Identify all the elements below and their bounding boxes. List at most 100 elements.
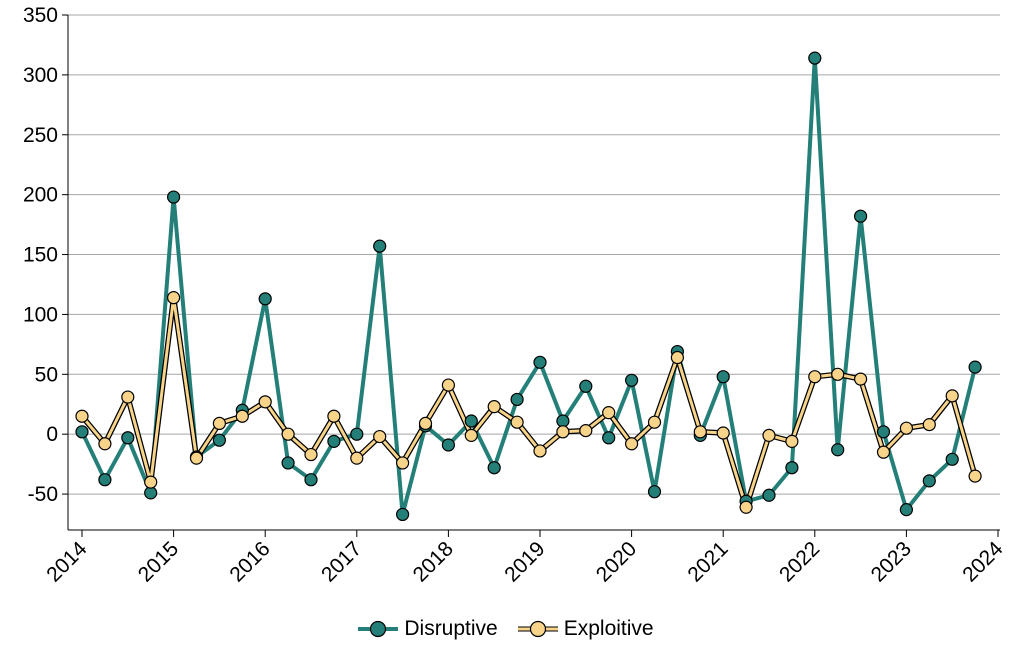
data-point-disruptive	[281, 456, 295, 470]
data-point-exploitive	[762, 428, 776, 442]
data-point-disruptive	[762, 488, 776, 502]
data-point-disruptive	[533, 355, 547, 369]
data-point-exploitive	[647, 415, 662, 429]
legend-label-disruptive: Disruptive	[404, 617, 498, 640]
data-point-disruptive	[647, 485, 662, 499]
data-point-exploitive	[533, 444, 547, 458]
legend: Disruptive Exploitive	[0, 617, 1012, 641]
data-point-exploitive	[121, 390, 135, 404]
x-tick-label: 2023	[867, 537, 916, 586]
data-point-disruptive	[441, 438, 455, 452]
series-points	[75, 51, 982, 522]
data-point-exploitive	[624, 437, 639, 451]
series-line-disruptive	[80, 56, 978, 517]
data-point-exploitive	[281, 427, 295, 441]
data-point-disruptive	[716, 370, 730, 384]
data-point-disruptive	[327, 434, 341, 448]
y-axis-ticks: -50 0 50 100 150 200 250 300 350	[23, 4, 68, 506]
data-point-disruptive	[167, 190, 181, 204]
data-point-disruptive	[75, 425, 89, 439]
data-point-exploitive	[144, 475, 158, 489]
data-point-exploitive	[899, 421, 914, 435]
data-point-disruptive	[602, 431, 616, 445]
y-tick-label: 200	[23, 184, 58, 207]
data-point-exploitive	[693, 425, 707, 439]
x-tick-label: 2024	[958, 537, 1008, 587]
x-tick-label: 2022	[775, 537, 824, 586]
y-tick-label: 250	[23, 124, 58, 147]
x-tick-label: 2020	[592, 537, 641, 586]
data-point-exploitive	[602, 406, 616, 420]
data-point-exploitive	[968, 469, 982, 483]
data-point-disruptive	[808, 51, 822, 65]
data-point-exploitive	[670, 350, 685, 365]
data-point-exploitive	[441, 378, 455, 392]
data-point-disruptive	[579, 379, 593, 393]
legend-item-disruptive: Disruptive	[358, 617, 498, 641]
data-point-exploitive	[418, 416, 433, 431]
data-point-disruptive	[464, 414, 478, 428]
x-tick-label: 2016	[225, 537, 274, 586]
y-tick-label: 350	[23, 4, 58, 27]
data-point-disruptive	[876, 425, 891, 439]
y-tick-label: 150	[23, 244, 58, 267]
y-tick-label: 0	[46, 423, 58, 446]
data-point-exploitive	[716, 426, 730, 440]
data-point-exploitive	[258, 395, 272, 409]
x-tick-label: 2017	[317, 537, 366, 586]
data-point-disruptive	[945, 452, 959, 466]
legend-swatch-disruptive	[358, 620, 399, 638]
data-point-disruptive	[98, 473, 112, 487]
data-point-exploitive	[212, 416, 226, 431]
legend-marker-disruptive	[370, 620, 387, 638]
x-axis-ticks: 2014 2015 2016 2017 2018 2019 2020 2021 2022 2023…	[42, 530, 1008, 587]
data-point-disruptive	[510, 392, 524, 407]
legend-label-exploitive: Exploitive	[563, 617, 654, 640]
data-point-exploitive	[167, 291, 181, 305]
data-point-exploitive	[464, 428, 478, 442]
x-tick-label: 2014	[42, 537, 92, 587]
data-point-disruptive	[624, 373, 639, 387]
data-point-disruptive	[304, 473, 318, 487]
data-point-disruptive	[350, 427, 364, 441]
data-point-exploitive	[487, 400, 501, 414]
data-point-disruptive	[258, 292, 272, 306]
data-point-disruptive	[212, 433, 226, 447]
data-point-exploitive	[189, 451, 204, 465]
data-point-disruptive	[922, 474, 936, 488]
data-point-exploitive	[98, 437, 112, 451]
data-point-disruptive	[853, 209, 868, 223]
data-point-exploitive	[396, 456, 410, 470]
y-tick-label: -50	[28, 483, 58, 506]
data-point-disruptive	[785, 461, 799, 475]
data-point-exploitive	[350, 451, 364, 465]
data-point-exploitive	[945, 389, 959, 403]
data-point-exploitive	[922, 418, 936, 432]
grid-lines	[68, 14, 1000, 495]
data-point-disruptive	[487, 461, 501, 475]
data-point-exploitive	[579, 423, 593, 438]
x-tick-label: 2015	[134, 537, 183, 586]
data-point-exploitive	[75, 409, 89, 423]
data-point-exploitive	[739, 500, 753, 514]
y-tick-label: 50	[35, 363, 58, 386]
x-tick-label: 2021	[683, 537, 732, 586]
legend-marker-exploitive	[529, 620, 546, 638]
data-point-exploitive	[373, 429, 387, 444]
data-point-exploitive	[556, 425, 570, 439]
legend-item-exploitive: Exploitive	[517, 617, 654, 641]
data-point-exploitive	[831, 367, 845, 381]
data-point-disruptive	[121, 431, 135, 445]
series-lines	[79, 56, 978, 517]
data-point-disruptive	[396, 507, 410, 522]
axes	[67, 15, 1000, 531]
x-tick-label: 2019	[500, 537, 549, 586]
data-point-exploitive	[510, 415, 524, 429]
data-point-exploitive	[785, 434, 799, 448]
data-point-disruptive	[831, 443, 845, 457]
y-tick-label: 300	[23, 64, 58, 87]
data-point-disruptive	[899, 503, 914, 517]
data-point-exploitive	[808, 370, 822, 384]
data-point-exploitive	[853, 372, 868, 386]
